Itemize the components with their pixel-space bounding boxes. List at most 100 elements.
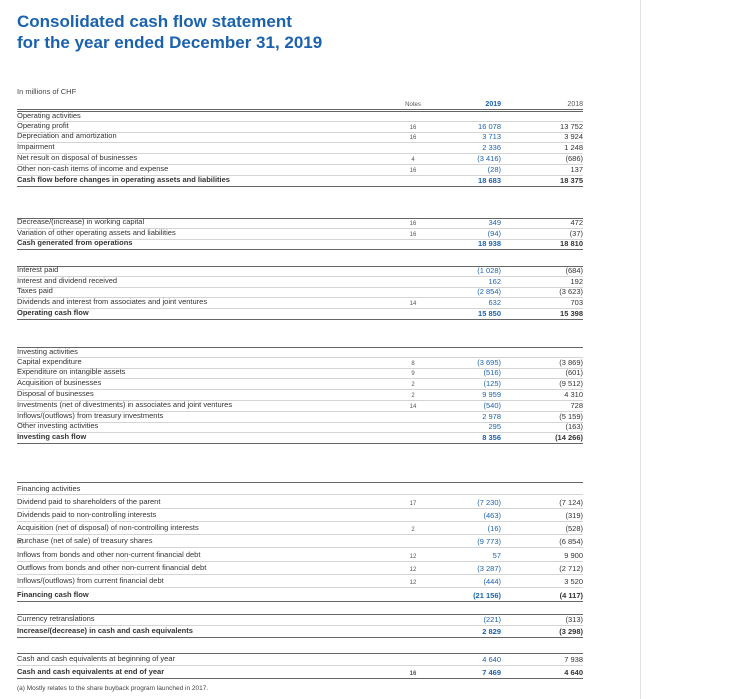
value-2018: 18 375 [560,175,583,185]
value-2018: (528) [565,524,583,534]
label-text: Cash flow before changes in operating as… [17,174,230,184]
note: 16 [409,231,417,238]
value-2018: (3 623) [559,287,583,297]
note: 17 [409,500,417,507]
table-row: Net result on disposal of businesses 4 (3 … [17,153,583,165]
table-row: Decrease/(increase) in working capital 16… [17,217,583,229]
value-2019: 8 356 [482,433,501,443]
value-2019: 57 [492,550,501,560]
table-row: Outflows from bonds and other non-curren… [17,562,583,576]
value-2018: (319) [565,510,583,520]
value-2019: (444) [483,577,501,587]
label-text: Variation of other operating assets and … [17,227,176,237]
label-text: Purchase (net of sale) of treasury share… [17,536,153,546]
value-2018: (686) [565,153,583,163]
label-text: Currency retranslations [17,614,95,623]
total-row: Financing cash flow (21 156) (4 117) [17,588,583,602]
table-row: Expenditure on intangible assets 9 (516) (6… [17,367,583,380]
value-2019: (9 773) [477,537,501,547]
table-row: Capital expenditure 8 (3 695) (3 869) [17,356,583,369]
value-2019: 2 336 [482,143,501,153]
total-row: Cash generated from operations 18 938 18 8… [17,238,583,251]
value-2018: (14 266) [555,433,583,443]
value-2018: (163) [565,422,583,432]
value-2019: 9 959 [482,389,501,399]
table-row: Other non-cash items of income and expen… [17,163,583,176]
table-row: Dividend paid to shareholders of the par… [17,495,583,509]
value-2018: 15 398 [560,308,583,318]
value-2019: 7 469 [482,668,501,677]
value-2018: 3 924 [564,132,583,142]
value-2018: 13 752 [560,121,583,131]
value-2018: 728 [570,400,583,410]
value-2019: (7 230) [477,497,501,507]
value-2019: 16 078 [478,121,501,131]
table-row: Interest paid (1 028) (684) [17,264,583,277]
value-2019: (21 156) [473,590,501,600]
label-text: Impairment [17,142,55,152]
value-2018: 18 810 [560,239,583,249]
note: 16 [409,135,417,142]
note: 12 [409,567,417,574]
note: 16 [409,671,417,677]
value-2019: (125) [483,379,501,389]
table-row: Operating profit 16 16 078 13 752 [17,121,583,133]
table-row: Inflows/(outflows) from current financia… [17,575,583,589]
section-heading-row: Operating activities [17,111,583,122]
note: 2 [411,527,415,534]
value-2018: 192 [570,276,583,286]
section-heading-row: Investing activities [17,347,583,358]
label-text: Interest paid [17,264,59,274]
value-2018: (313) [565,615,583,624]
footnote-ref: (a) [17,685,25,692]
label-text: Dividends and interest from associates a… [17,297,208,307]
value-2019: (463) [483,510,501,520]
table-row: Investments (net of divestments) in asso… [17,400,583,412]
table-row: Acquisition of businesses 2 (125) (9 512) [17,378,583,391]
label-text: Other investing activities [17,421,99,431]
label-text: Disposal of businesses [17,388,94,398]
note: 9 [411,371,415,378]
label-text: Other non-cash items of income and expen… [17,163,169,173]
value-2019: (221) [483,615,501,624]
value-2018: (6 854) [559,537,583,547]
note: 2 [411,392,415,399]
label-text: Dividends paid to non-controlling intere… [17,509,157,519]
label-text: Taxes paid [17,286,53,296]
value-2019: 15 850 [478,308,501,318]
label-text: Acquisition of businesses [17,378,102,388]
note: 14 [409,403,417,410]
note: 16 [409,167,417,174]
table-row: Dividends and interest from associates a… [17,297,583,310]
footnote-ref: (a) [17,539,24,546]
section-heading: Financing activities [17,484,81,494]
table-row: Acquisition (net of disposal) of non-con… [17,522,583,536]
label-text: Dividend paid to shareholders of the par… [17,496,161,506]
section-heading-row: Financing activities [17,482,583,496]
label-text: Depreciation and amortization [17,131,117,141]
value-2019: (2 854) [477,287,501,297]
value-2019: (1 028) [477,265,501,275]
table-row: Cash and cash equivalents at beginning o… [17,653,583,666]
label-text: Acquisition (net of disposal) of non-con… [17,523,199,533]
value-2018: (5 159) [559,411,583,421]
label-text: Outflows from bonds and other non-curren… [17,563,207,573]
total-row: Cash flow before changes in operating as… [17,174,583,187]
label-text: Inflows from bonds and other non-current… [17,549,201,559]
value-2018: 3 520 [564,577,583,587]
label-text: Cash generated from operations [17,238,133,248]
label-text: Increase/(decrease) in cash and cash equ… [17,626,193,635]
value-2019: 3 713 [482,132,501,142]
table-row: Currency retranslations (221) (313) [17,614,583,626]
value-2019: 349 [488,217,501,227]
label-text: Capital expenditure [17,356,82,366]
note: 4 [411,156,415,163]
table-row: Other investing activities 295 (163) [17,421,583,434]
header-cell: 2019 [485,101,501,108]
value-2019: 162 [488,276,501,286]
note: 16 [409,220,417,227]
table-row: Variation of other operating assets and … [17,227,583,240]
table-row: Dividends paid to non-controlling intere… [17,509,583,522]
label-text: Expenditure on intangible assets [17,367,126,377]
